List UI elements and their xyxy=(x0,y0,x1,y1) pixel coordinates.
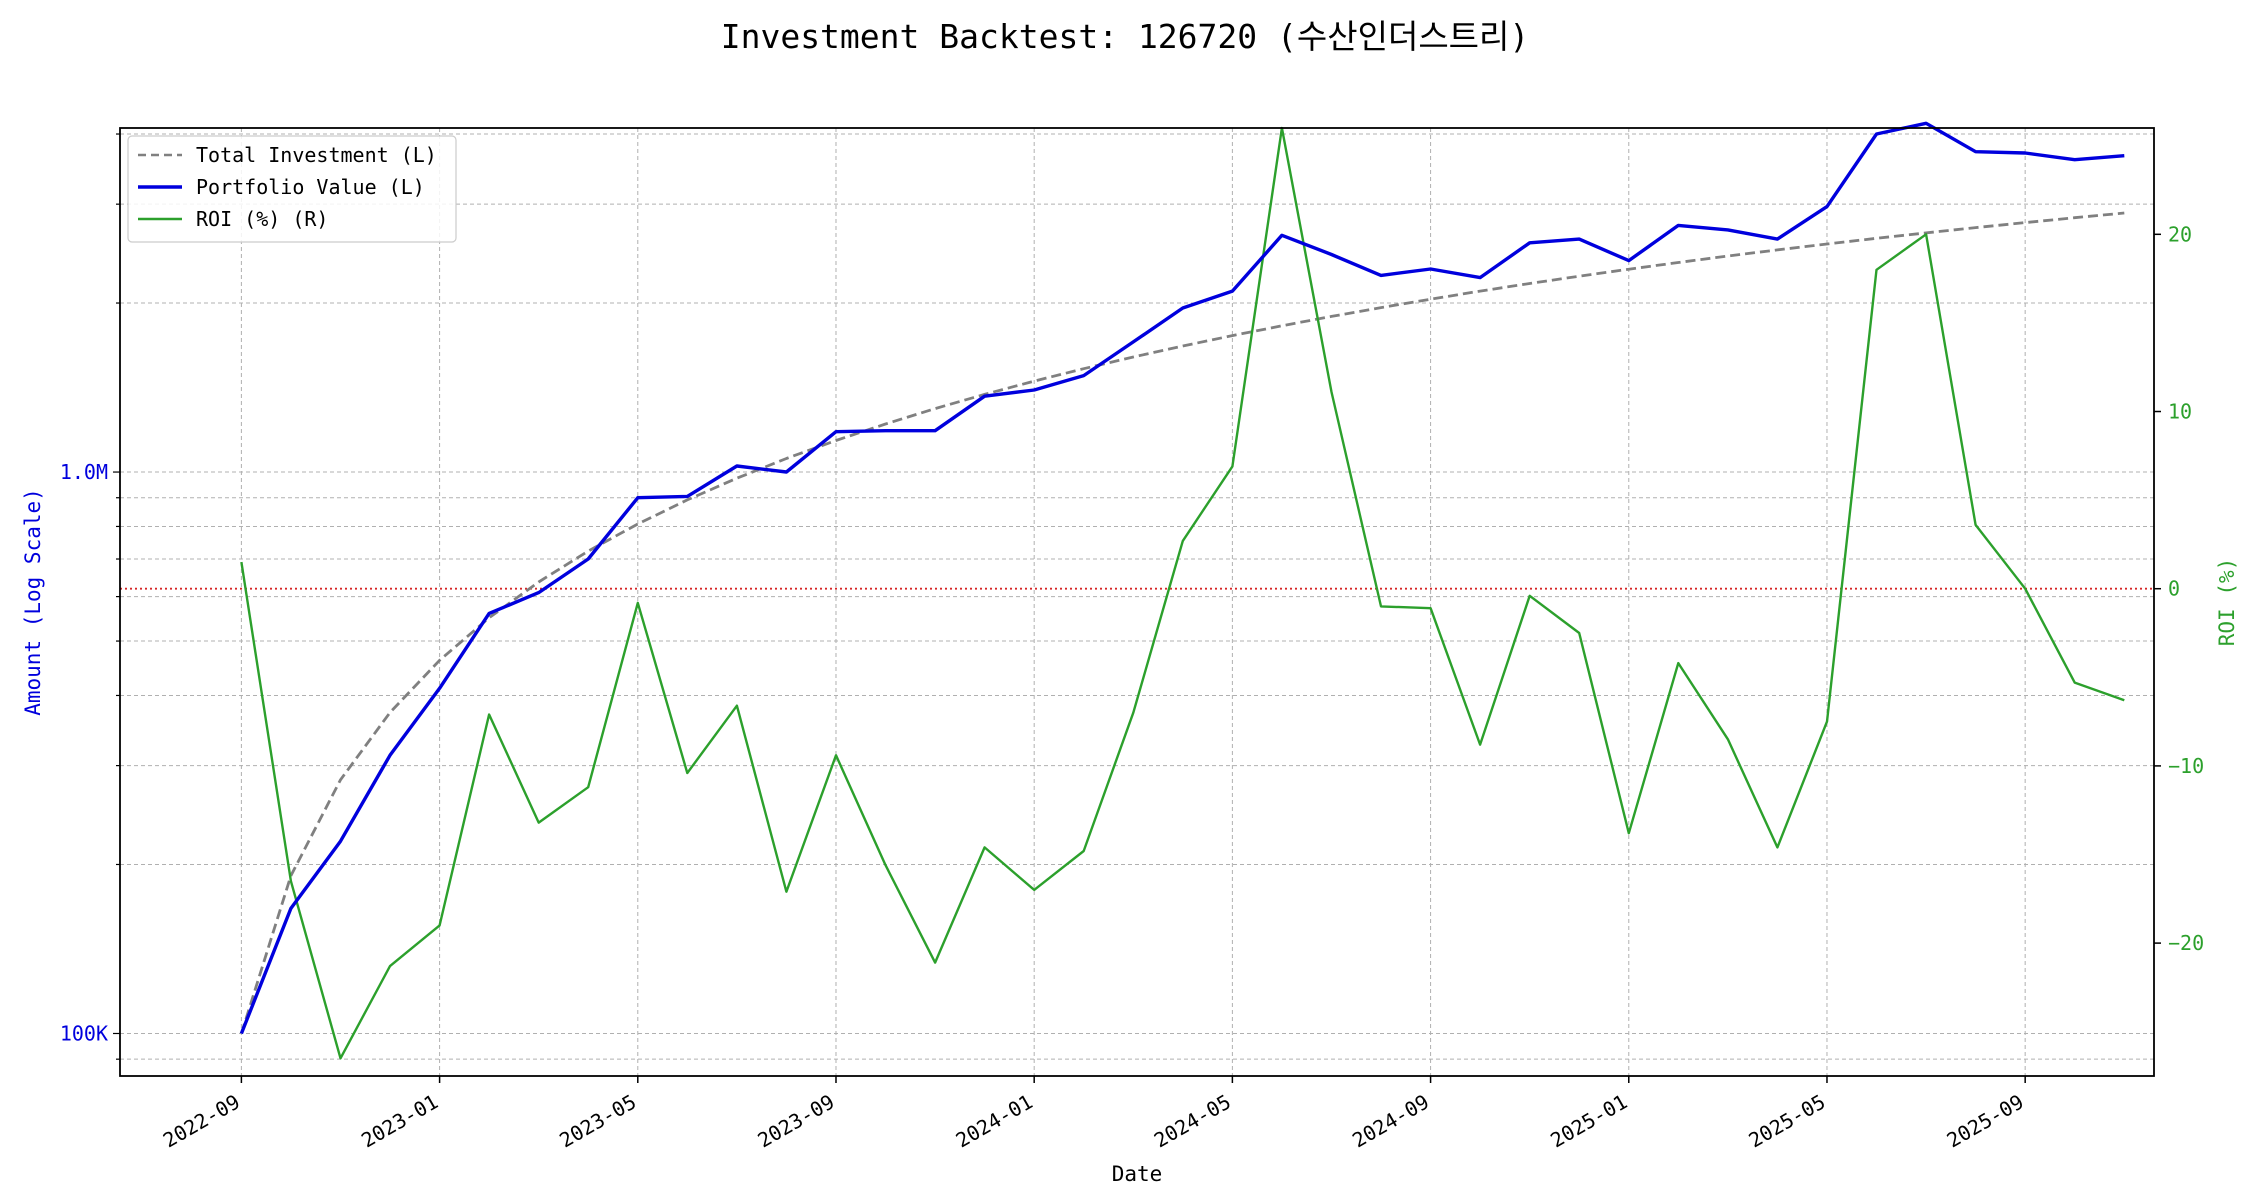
chart-title: Investment Backtest: 126720 (수산인더스트리) xyxy=(721,17,1530,56)
right-tick-label: 20 xyxy=(2168,222,2192,246)
series-line-total-investment xyxy=(240,211,2125,1034)
right-tick-label: 10 xyxy=(2168,400,2192,424)
right-y-axis-label: ROI (%) xyxy=(2215,558,2239,647)
right-tick-label: −20 xyxy=(2168,931,2204,955)
left-tick-label: 100K xyxy=(60,1021,108,1045)
series-line-portfolio-value xyxy=(239,121,2125,1035)
legend-box xyxy=(127,135,457,243)
right-tick-label: 0 xyxy=(2168,577,2180,601)
left-y-axis-label: Amount (Log Scale) xyxy=(21,488,45,716)
plot-frame xyxy=(119,127,2155,1077)
legend-label: Total Investment (L) xyxy=(196,143,437,167)
x-axis-label: Date xyxy=(1112,1162,1163,1186)
grid xyxy=(120,128,2154,1076)
series-line-roi xyxy=(240,126,2125,1060)
legend: Total Investment (L) Portfolio Value (L) R… xyxy=(127,135,457,243)
right-tick-label: −10 xyxy=(2168,754,2204,778)
legend-label: ROI (%) (R) xyxy=(196,207,328,231)
legend-label: Portfolio Value (L) xyxy=(196,175,425,199)
left-tick-label: 1.0M xyxy=(60,460,108,484)
series-lines xyxy=(239,121,2125,1060)
